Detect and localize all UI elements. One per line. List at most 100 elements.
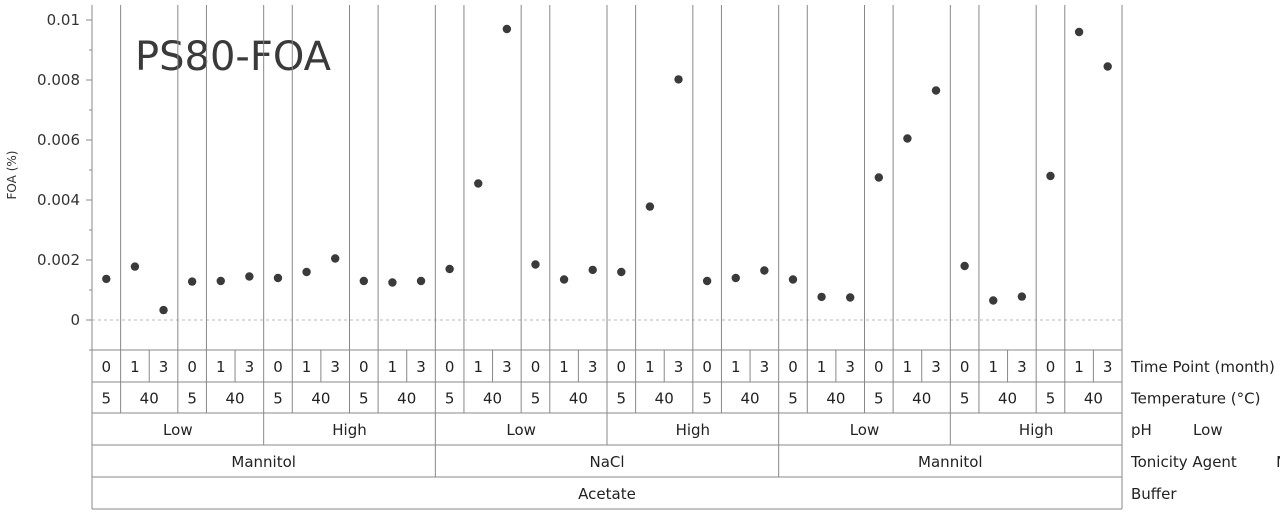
table-cell: 40 (826, 390, 845, 408)
data-point (760, 266, 769, 275)
table-cell: Mannitol (918, 453, 983, 471)
data-point (617, 267, 626, 277)
table-cell: 40 (1084, 390, 1103, 408)
table-cell: 40 (226, 390, 245, 408)
table-cell: 5 (445, 390, 455, 408)
table-cell: Acetate (578, 485, 636, 503)
table-cell: Low (1193, 421, 1223, 439)
table-cell: 1 (903, 358, 913, 376)
data-point (1074, 27, 1084, 37)
table-cell: 0 (788, 358, 798, 376)
y-tick-label: 0.01 (47, 11, 80, 29)
data-point (874, 173, 884, 182)
table-cell: High (1019, 421, 1053, 439)
data-point (817, 292, 826, 302)
data-point (559, 275, 569, 284)
y-axis-label: FOA (%) (5, 151, 19, 200)
table-cell: 40 (483, 390, 502, 408)
table-cell: 40 (655, 390, 674, 408)
level-label: Time Point (month) (1130, 358, 1275, 376)
table-cell: 5 (102, 390, 112, 408)
data-point (359, 276, 369, 286)
table-cell: 1 (988, 358, 998, 376)
table-cell: 0 (187, 358, 197, 376)
data-point (102, 274, 111, 284)
table-cell: 3 (330, 358, 340, 376)
table-cell: High (332, 421, 366, 439)
table-cell: 3 (588, 358, 598, 376)
table-cell: 40 (569, 390, 588, 408)
data-point (588, 265, 597, 275)
table-cell: 5 (273, 390, 283, 408)
table-cell: 1 (559, 358, 569, 376)
y-tick-label: 0.006 (37, 131, 80, 149)
level-label: pH (1131, 421, 1152, 439)
table-cell: 0 (102, 358, 112, 376)
data-point (388, 278, 397, 287)
table-cell: 1 (817, 358, 827, 376)
data-point (245, 272, 254, 281)
table-cell: Low (163, 421, 193, 439)
data-point (731, 273, 740, 283)
chart-title: PS80-FOA (135, 34, 332, 80)
table-cell: Mannitol (231, 453, 296, 471)
table-cell: 3 (416, 358, 426, 376)
table-cell: 40 (912, 390, 931, 408)
data-point (788, 275, 798, 284)
data-point (474, 179, 483, 188)
table-cell: 40 (140, 390, 159, 408)
y-tick-label: 0.002 (37, 251, 80, 269)
table-cell: 1 (216, 358, 226, 376)
data-point (845, 293, 855, 302)
level-label: Tonicity Agent (1130, 453, 1237, 471)
table-cell: 0 (702, 358, 712, 376)
y-tick-label: 0 (70, 311, 80, 329)
data-point (1046, 171, 1055, 181)
level-label: Buffer (1131, 485, 1177, 503)
data-point (416, 276, 426, 286)
table-cell: 5 (874, 390, 884, 408)
data-point (702, 276, 712, 286)
table-cell: Low (506, 421, 536, 439)
data-point (502, 24, 512, 34)
table-cell: 0 (273, 358, 283, 376)
table-cell: 5 (359, 390, 369, 408)
data-point (960, 261, 969, 271)
table-cell: 0 (617, 358, 627, 376)
data-point (159, 305, 168, 315)
table-cell: 1 (130, 358, 140, 376)
table-cell: 0 (960, 358, 970, 376)
data-point (1103, 62, 1112, 71)
data-point (445, 264, 454, 274)
table-cell: 1 (731, 358, 741, 376)
table-cell: 0 (1046, 358, 1056, 376)
table-cell: NaCl (589, 453, 624, 471)
table-cell: 3 (760, 358, 770, 376)
table-cell: 5 (1046, 390, 1056, 408)
table-cell: 1 (473, 358, 483, 376)
data-point (645, 202, 655, 211)
table-cell: 1 (388, 358, 398, 376)
table-cell: 1 (645, 358, 655, 376)
table-cell: 0 (531, 358, 541, 376)
data-point (989, 296, 998, 305)
table-cell: 1 (1074, 358, 1084, 376)
data-point (273, 273, 283, 283)
table-cell: 40 (311, 390, 330, 408)
table-cell: 40 (998, 390, 1017, 408)
table-cell: 1 (302, 358, 312, 376)
table-cell: 0 (359, 358, 369, 376)
data-point (187, 277, 197, 286)
table-cell: 5 (617, 390, 627, 408)
table-cell: 3 (845, 358, 855, 376)
table-cell: 40 (397, 390, 416, 408)
y-tick-label: 0.008 (37, 71, 80, 89)
data-point (674, 75, 683, 84)
table-cell: 3 (1103, 358, 1113, 376)
data-point (216, 276, 225, 286)
table-cell: 3 (245, 358, 255, 376)
data-point (903, 134, 912, 143)
table-cell: NaCl (1276, 453, 1280, 471)
data-point (1017, 292, 1027, 301)
